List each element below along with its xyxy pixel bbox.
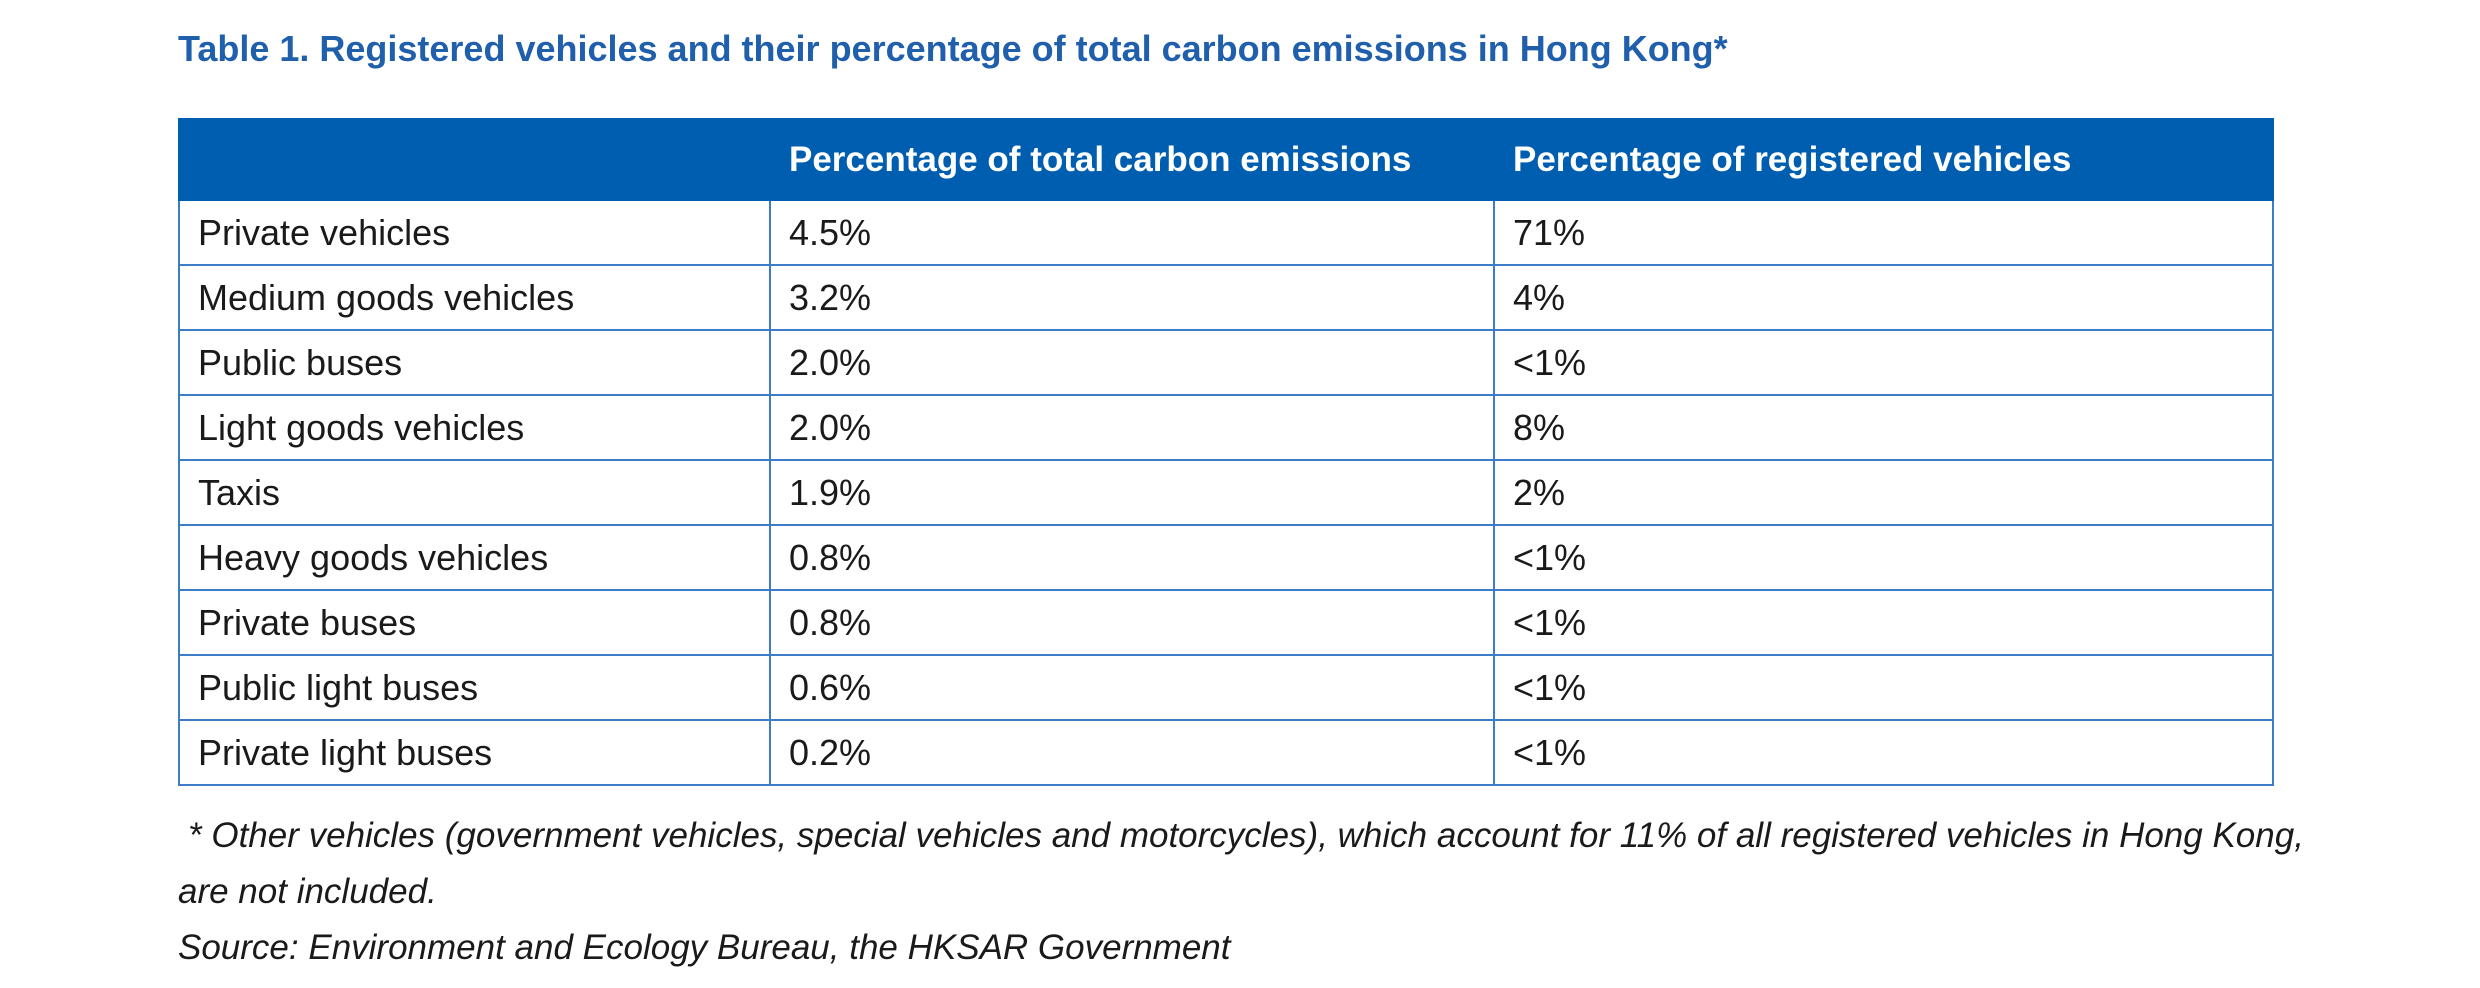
registered-cell: <1% (1493, 719, 2274, 786)
vehicle-type-cell: Light goods vehicles (178, 394, 771, 461)
header-carbon-emissions: Percentage of total carbon emissions (769, 118, 1495, 201)
table-title: Table 1. Registered vehicles and their p… (178, 28, 1728, 69)
vehicle-type-cell: Taxis (178, 459, 771, 526)
vehicle-type-cell: Private buses (178, 589, 771, 656)
registered-cell: <1% (1493, 524, 2274, 591)
vehicle-type-cell: Public light buses (178, 654, 771, 721)
emissions-cell: 2.0% (769, 329, 1495, 396)
registered-cell: 4% (1493, 264, 2274, 331)
header-registered-vehicles: Percentage of registered vehicles (1493, 118, 2274, 201)
emissions-cell: 0.8% (769, 524, 1495, 591)
footnote-line-2: are not included. (178, 872, 437, 911)
registered-cell: <1% (1493, 589, 2274, 656)
table-row: Public buses 2.0% <1% (178, 329, 2274, 396)
vehicle-type-cell: Public buses (178, 329, 771, 396)
emissions-cell: 0.8% (769, 589, 1495, 656)
vehicle-type-cell: Private light buses (178, 719, 771, 786)
emissions-cell: 2.0% (769, 394, 1495, 461)
registered-cell: 71% (1493, 199, 2274, 266)
table-row: Public light buses 0.6% <1% (178, 654, 2274, 721)
registered-cell: 2% (1493, 459, 2274, 526)
table-row: Taxis 1.9% 2% (178, 459, 2274, 526)
registered-cell: 8% (1493, 394, 2274, 461)
footnote-line-1: * Other vehicles (government vehicles, s… (188, 816, 2304, 855)
emissions-table: Percentage of total carbon emissions Per… (178, 118, 2274, 786)
emissions-cell: 0.6% (769, 654, 1495, 721)
footnote: * Other vehicles (government vehicles, s… (178, 808, 2318, 976)
table-row: Light goods vehicles 2.0% 8% (178, 394, 2274, 461)
table-row: Medium goods vehicles 3.2% 4% (178, 264, 2274, 331)
table-row: Private buses 0.8% <1% (178, 589, 2274, 656)
vehicle-type-cell: Private vehicles (178, 199, 771, 266)
registered-cell: <1% (1493, 654, 2274, 721)
table-header-row: Percentage of total carbon emissions Per… (178, 118, 2274, 201)
vehicle-type-cell: Medium goods vehicles (178, 264, 771, 331)
emissions-cell: 1.9% (769, 459, 1495, 526)
table-row: Heavy goods vehicles 0.8% <1% (178, 524, 2274, 591)
header-vehicle-type (178, 118, 771, 201)
registered-cell: <1% (1493, 329, 2274, 396)
table-row: Private vehicles 4.5% 71% (178, 199, 2274, 266)
emissions-cell: 0.2% (769, 719, 1495, 786)
emissions-cell: 4.5% (769, 199, 1495, 266)
table-row: Private light buses 0.2% <1% (178, 719, 2274, 786)
source-note: Source: Environment and Ecology Bureau, … (178, 928, 1231, 967)
emissions-cell: 3.2% (769, 264, 1495, 331)
vehicle-type-cell: Heavy goods vehicles (178, 524, 771, 591)
